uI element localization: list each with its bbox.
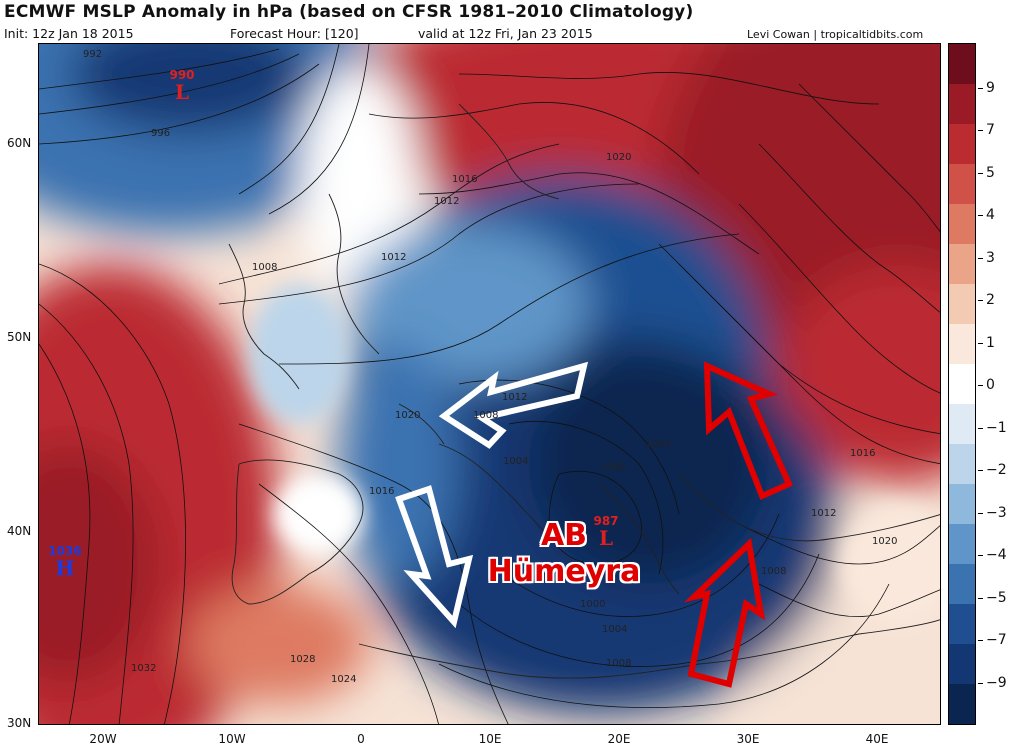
- colorbar: [948, 43, 976, 725]
- coastlines: [228, 103, 940, 679]
- lon-label-10e: 10E: [478, 732, 502, 746]
- anomaly-field: [39, 44, 940, 724]
- colorbar-swatch: [949, 164, 975, 204]
- lon-label-30e: 30E: [736, 732, 760, 746]
- storm-name-annotation: AB Hümeyra: [479, 518, 649, 590]
- colorbar-swatch: [949, 444, 975, 484]
- colorbar-swatch: [949, 284, 975, 324]
- isobar-label-1008: 1008: [606, 658, 632, 669]
- lon-label-40e: 40E: [865, 732, 889, 746]
- red-arrow-northeast-upper: [703, 361, 793, 501]
- lon-label-10w: 10W: [218, 732, 246, 746]
- isobar-label-1024: 1024: [331, 674, 357, 685]
- high-center-1036: 1036 H: [45, 544, 85, 578]
- chart-title: ECMWF MSLP Anomaly in hPa (based on CFSR…: [4, 2, 694, 22]
- isobar-label-1004: 1004: [503, 456, 529, 467]
- lat-label-60n: 60N: [7, 136, 32, 150]
- colorbar-swatch: [949, 524, 975, 564]
- low-value: 990: [169, 68, 195, 82]
- colorbar-swatch: [949, 364, 975, 404]
- colorbar-swatch: [949, 404, 975, 444]
- white-arrow-south: [395, 485, 474, 629]
- colorbar-swatch: [949, 684, 975, 724]
- isobar-label-1016: 1016: [452, 174, 478, 185]
- lon-label-20w: 20W: [89, 732, 117, 746]
- colorbar-swatch: [949, 484, 975, 524]
- isobar-label-1012: 1012: [381, 252, 407, 263]
- colorbar-tick-neg5: −5: [978, 590, 1007, 606]
- isobar-label-1016: 1016: [850, 448, 876, 459]
- colorbar-tick-neg7: −7: [978, 632, 1007, 648]
- isobar-label-1008: 1008: [761, 566, 787, 577]
- colorbar-tick-neg2: −2: [978, 462, 1007, 478]
- isobar-label-1012: 1012: [811, 508, 837, 519]
- lat-label-40n: 40N: [7, 524, 32, 538]
- forecast-hour: Forecast Hour: [120]: [230, 26, 359, 41]
- lon-label-0: 0: [357, 732, 365, 746]
- colorbar-tick-3: 3: [978, 250, 995, 266]
- lat-label-30n: 30N: [7, 716, 32, 730]
- colorbar-swatch: [949, 44, 975, 84]
- low-letter: L: [598, 526, 614, 550]
- valid-time: valid at 12z Fri, Jan 23 2015: [418, 26, 593, 41]
- lat-label-50n: 50N: [7, 330, 32, 344]
- colorbar-swatch: [949, 564, 975, 604]
- high-value: 1036: [48, 544, 82, 558]
- annotation-line1: AB: [540, 518, 588, 553]
- colorbar-tick-4: 4: [978, 207, 995, 223]
- annotation-line2: Hümeyra: [487, 554, 641, 589]
- isobar-label-1004: 1004: [602, 624, 628, 635]
- isobar-label-1028: 1028: [290, 654, 316, 665]
- high-letter: H: [55, 556, 75, 580]
- colorbar-tick-9: 9: [978, 80, 995, 96]
- isobar-label-1008: 1008: [473, 410, 499, 421]
- isobar-label-1012: 1012: [502, 392, 528, 403]
- credit: Levi Cowan | tropicaltidbits.com: [747, 28, 924, 41]
- colorbar-tick-2: 2: [978, 292, 995, 308]
- isobar-label-996: 996: [151, 128, 171, 139]
- colorbar-tick-0: 0: [978, 377, 995, 393]
- colorbar-tick-5: 5: [978, 165, 995, 181]
- isobar-label-1032: 1032: [131, 663, 157, 674]
- colorbar-tick-neg9: −9: [978, 675, 1007, 691]
- anomaly-map: [39, 44, 940, 724]
- map-panel: 992 996 1016 1020 1012 1012 1008 1012 10…: [38, 43, 941, 725]
- low-letter: L: [174, 80, 190, 104]
- isobar-label-1012: 1012: [434, 196, 460, 207]
- colorbar-tick-neg1: −1: [978, 420, 1007, 436]
- colorbar-tick-neg4: −4: [978, 547, 1007, 563]
- lon-label-20e: 20E: [607, 732, 631, 746]
- isobar-label-1000: 1000: [580, 599, 606, 610]
- anomaly-detail: [249, 284, 940, 624]
- colorbar-swatch: [949, 604, 975, 644]
- colorbar-swatch: [949, 204, 975, 244]
- low-value: 987: [593, 514, 619, 528]
- low-center-990: 990 L: [167, 68, 197, 102]
- isobar-label-1008: 1008: [252, 262, 278, 273]
- init-time: Init: 12z Jan 18 2015: [4, 26, 134, 41]
- colorbar-swatch: [949, 644, 975, 684]
- colorbar-tick-neg3: −3: [978, 505, 1007, 521]
- isobar-label-1020: 1020: [395, 410, 421, 421]
- isobar-label-1016: 1016: [369, 486, 395, 497]
- colorbar-swatch: [949, 84, 975, 124]
- isobar-label-1000: 1000: [600, 462, 626, 473]
- isobar-label-1020: 1020: [872, 536, 898, 547]
- isobars: [39, 44, 940, 724]
- colorbar-swatch: [949, 244, 975, 284]
- colorbar-swatch: [949, 124, 975, 164]
- isobar-label-1020: 1020: [606, 152, 632, 163]
- colorbar-swatch: [949, 324, 975, 364]
- colorbar-tick-7: 7: [978, 122, 995, 138]
- colorbar-tick-1: 1: [978, 335, 995, 351]
- isobar-label-992: 992: [83, 49, 103, 60]
- white-arrow-west: [438, 361, 589, 449]
- isobar-label-1004: 1004: [645, 439, 671, 450]
- low-center-987: 987 L: [591, 514, 621, 548]
- red-arrow-northeast-lower: [684, 537, 766, 688]
